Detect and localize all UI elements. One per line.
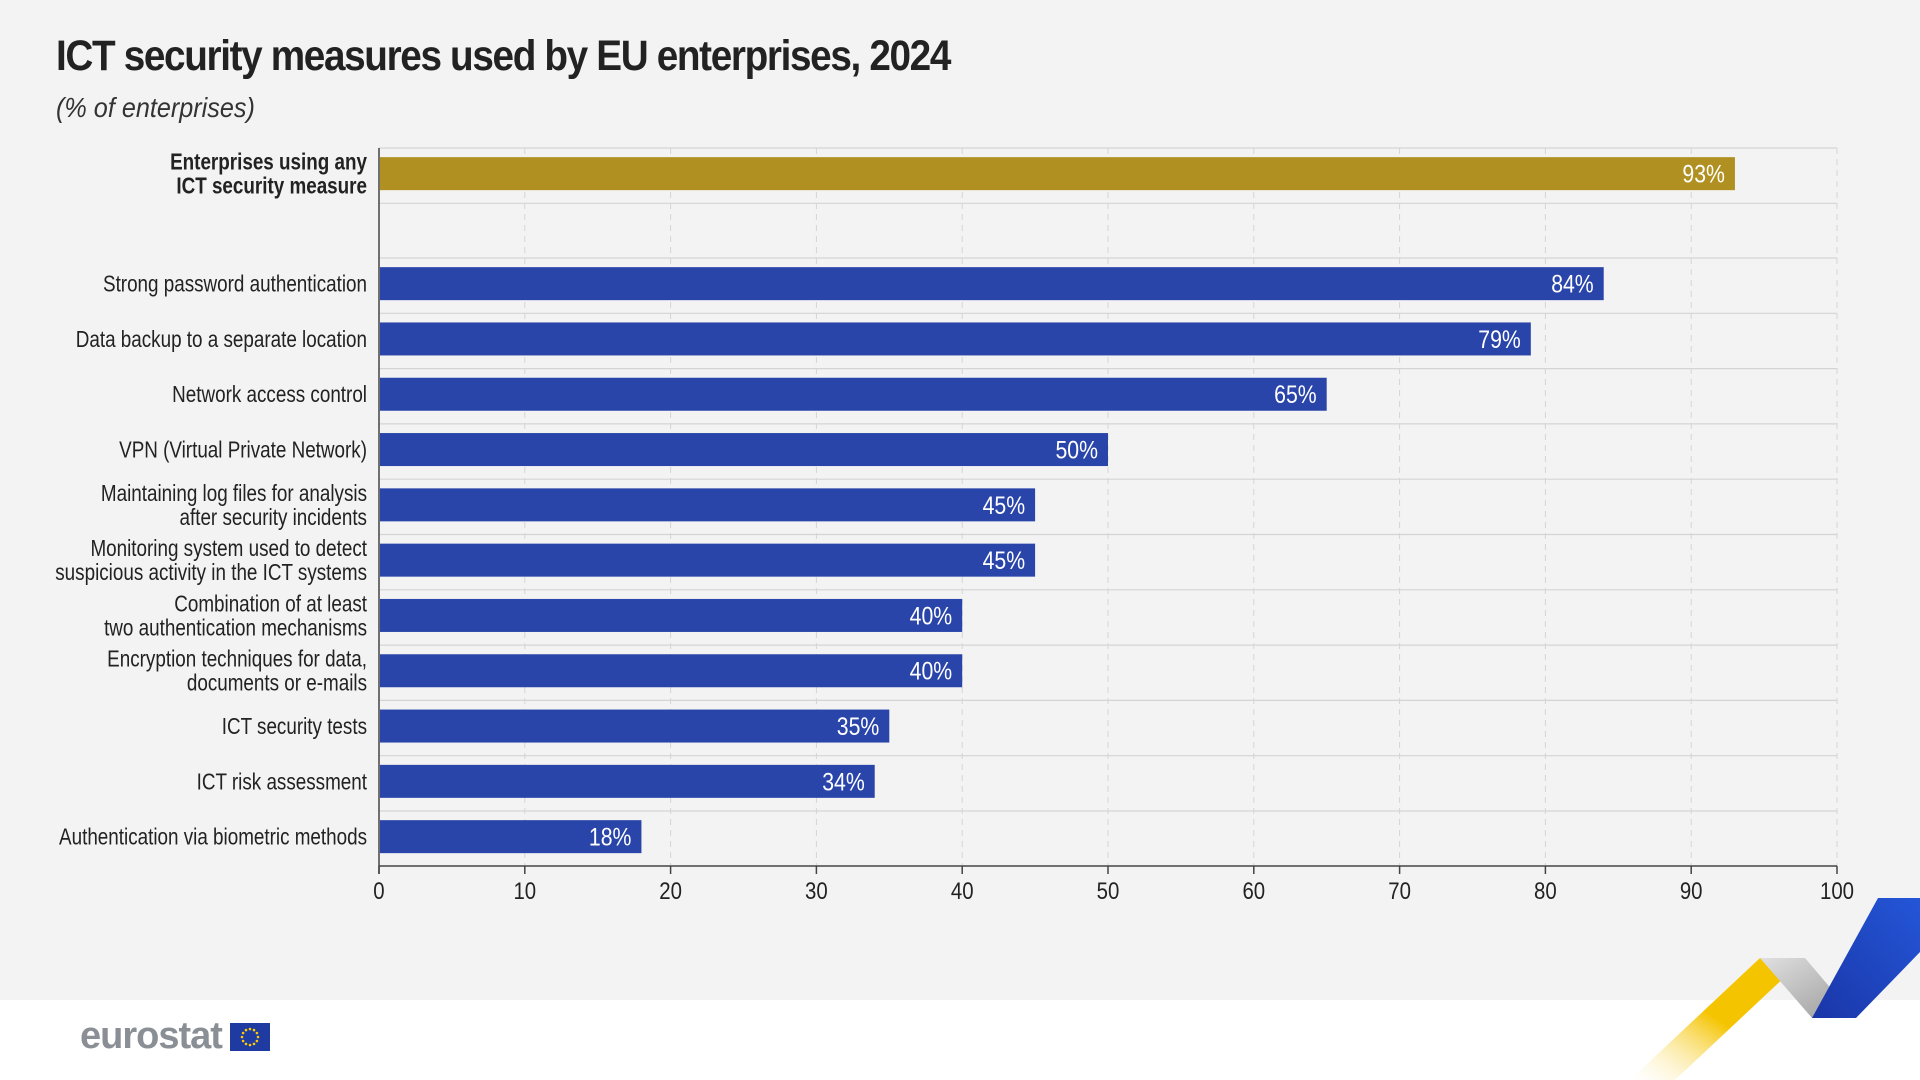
- bar: [380, 598, 963, 632]
- category-label: ICT security measure: [176, 174, 367, 199]
- bar: [380, 709, 890, 743]
- data-label: 40%: [910, 657, 953, 685]
- bar: [380, 267, 1604, 301]
- x-tick-label: 60: [1242, 877, 1265, 904]
- bar: [380, 322, 1531, 356]
- category-label: Enterprises using any: [170, 150, 367, 175]
- category-label: two authentication mechanisms: [104, 616, 367, 641]
- x-tick-label: 40: [951, 877, 974, 904]
- data-label: 84%: [1551, 270, 1594, 298]
- data-label: 40%: [910, 602, 953, 630]
- data-label: 79%: [1478, 325, 1521, 353]
- category-label: ICT risk assessment: [197, 770, 367, 795]
- x-tick-label: 20: [659, 877, 682, 904]
- data-label: 45%: [983, 547, 1026, 575]
- eu-flag-icon: [229, 1022, 270, 1051]
- category-label: Strong password authentication: [103, 272, 367, 297]
- category-label: Network access control: [172, 383, 367, 408]
- category-label: VPN (Virtual Private Network): [119, 438, 367, 463]
- category-label: documents or e-mails: [187, 671, 367, 696]
- data-label: 45%: [983, 491, 1026, 519]
- category-label: suspicious activity in the ICT systems: [55, 560, 367, 585]
- data-label: 18%: [589, 823, 632, 851]
- category-label: after security incidents: [180, 505, 367, 530]
- data-label: 65%: [1274, 381, 1317, 409]
- bar: [380, 654, 963, 688]
- category-label: Authentication via biometric methods: [59, 825, 367, 850]
- x-tick-label: 90: [1680, 877, 1703, 904]
- eurostat-logo: eurostat: [80, 1015, 270, 1058]
- x-tick-label: 70: [1388, 877, 1411, 904]
- x-tick-label: 10: [513, 877, 536, 904]
- data-label: 50%: [1055, 436, 1098, 464]
- category-label: Combination of at least: [174, 592, 367, 617]
- bar-chart: 0 10 20 30 40 50 60 70 80 90 100 93% Enterprises usi…: [55, 147, 1854, 904]
- bar: [380, 764, 875, 798]
- footer: [0, 1000, 1920, 1080]
- data-label: 93%: [1682, 160, 1725, 188]
- chart-subtitle: (% of enterprises): [56, 92, 255, 123]
- category-label: Monitoring system used to detect: [90, 536, 367, 561]
- x-tick-label: 100: [1820, 877, 1854, 904]
- x-tick-label: 80: [1534, 877, 1557, 904]
- chart-title: ICT security measures used by EU enterpr…: [56, 32, 951, 80]
- category-label: Data backup to a separate location: [76, 327, 367, 352]
- x-tick-label: 30: [805, 877, 828, 904]
- bar: [380, 488, 1036, 522]
- bar-highlight: [380, 157, 1735, 191]
- logo-text: eurostat: [80, 1015, 223, 1057]
- bar: [380, 433, 1108, 467]
- category-label: Encryption techniques for data,: [107, 647, 367, 672]
- bar: [380, 543, 1036, 577]
- bar: [380, 377, 1327, 411]
- bar: [380, 820, 642, 854]
- x-tick-label: 0: [373, 877, 384, 904]
- category-label: ICT security tests: [222, 714, 367, 739]
- data-label: 35%: [837, 712, 880, 740]
- x-tick-label: 50: [1097, 877, 1120, 904]
- data-label: 34%: [822, 768, 865, 796]
- category-label: Maintaining log files for analysis: [101, 481, 367, 506]
